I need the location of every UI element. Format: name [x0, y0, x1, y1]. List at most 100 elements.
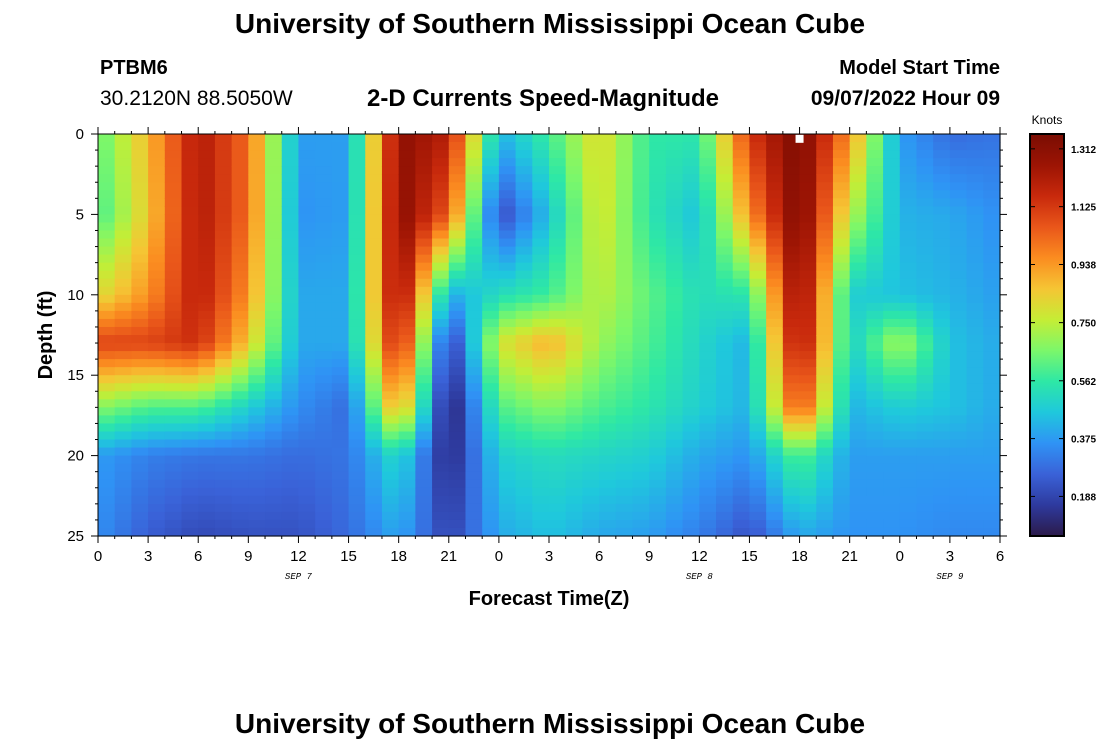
heatmap-cell: [582, 519, 600, 529]
heatmap-cell: [231, 174, 249, 183]
heatmap-cell: [348, 230, 366, 240]
heatmap-cell: [448, 511, 467, 521]
heatmap-cell: [348, 214, 366, 224]
heatmap-cell: [164, 519, 183, 529]
heatmap-cell: [916, 182, 934, 191]
heatmap-cell: [415, 407, 433, 416]
heatmap-cell: [315, 246, 333, 256]
heatmap-cell: [98, 431, 116, 441]
heatmap-cell: [599, 431, 617, 441]
heatmap-cell: [265, 254, 283, 264]
heatmap-cell: [415, 519, 433, 529]
heatmap-cell: [415, 343, 433, 352]
heatmap-cell: [565, 391, 583, 400]
heatmap-cell: [248, 278, 266, 288]
heatmap-cell: [281, 286, 300, 296]
y-axis-label: Depth (ft): [35, 291, 57, 380]
heatmap-cell: [198, 383, 216, 392]
heatmap-cell: [248, 302, 266, 312]
heatmap-cell: [866, 214, 884, 224]
chart-title: University of Southern Mississippi Ocean…: [234, 8, 866, 39]
heatmap-cell: [883, 351, 901, 360]
heatmap-cell: [515, 182, 533, 191]
heatmap-cell: [849, 190, 867, 199]
heatmap-cell: [198, 142, 216, 151]
heatmap-cell: [983, 351, 1001, 360]
heatmap-cell: [315, 222, 333, 232]
heatmap-cell: [649, 222, 667, 232]
heatmap-cell: [231, 294, 249, 304]
heatmap-cell: [766, 431, 784, 441]
heatmap-cell: [198, 471, 216, 481]
heatmap-cell: [665, 206, 684, 215]
heatmap-cell: [866, 166, 884, 175]
heatmap-cell: [348, 479, 366, 489]
heatmap-cell: [816, 222, 834, 232]
heatmap-cell: [365, 206, 383, 215]
heatmap-cell: [699, 238, 717, 248]
heatmap-cell: [515, 206, 533, 215]
heatmap-cell: [599, 142, 617, 151]
heatmap-cell: [281, 222, 300, 232]
heatmap-cell: [498, 302, 517, 312]
heatmap-cell: [532, 487, 550, 497]
heatmap-cell: [498, 519, 517, 529]
heatmap-cell: [799, 270, 817, 280]
heatmap-cell: [549, 335, 567, 344]
heatmap-cell: [749, 222, 767, 232]
heatmap-cell: [632, 326, 650, 336]
heatmap-cell: [849, 310, 867, 320]
heatmap-cell: [866, 375, 884, 384]
heatmap-cell: [432, 463, 450, 473]
heatmap-cell: [148, 286, 166, 296]
heatmap-cell: [632, 278, 650, 288]
heatmap-cell: [782, 407, 801, 416]
heatmap-cell: [716, 246, 734, 256]
heatmap-cell: [515, 166, 533, 175]
heatmap-cell: [665, 294, 684, 304]
heatmap-cell: [933, 150, 951, 159]
heatmap-cell: [432, 278, 450, 288]
heatmap-cell: [933, 174, 951, 183]
heatmap-cell: [832, 447, 851, 457]
heatmap-cell: [381, 463, 400, 473]
heatmap-cell: [432, 375, 450, 384]
heatmap-cell: [565, 431, 583, 441]
heatmap-cell: [949, 431, 968, 441]
heatmap-cell: [632, 455, 650, 465]
heatmap-cell: [983, 375, 1001, 384]
heatmap-cell: [732, 302, 751, 312]
heatmap-cell: [381, 214, 400, 224]
heatmap-cell: [832, 182, 851, 191]
heatmap-cell: [448, 326, 467, 336]
heatmap-cell: [549, 391, 567, 400]
heatmap-cell: [899, 415, 918, 425]
heatmap-cell: [615, 455, 634, 465]
heatmap-cell: [448, 230, 467, 240]
heatmap-cell: [732, 190, 751, 199]
heatmap-cell: [582, 351, 600, 360]
heatmap-cell: [849, 519, 867, 529]
heatmap-cell: [582, 471, 600, 481]
heatmap-cell: [749, 262, 767, 272]
heatmap-cell: [365, 527, 383, 537]
heatmap-cell: [582, 399, 600, 408]
heatmap-cell: [398, 246, 416, 256]
heatmap-cell: [565, 134, 583, 143]
heatmap-cell: [699, 198, 717, 207]
heatmap-cell: [549, 447, 567, 457]
heatmap-cell: [665, 375, 684, 384]
heatmap-cell: [665, 463, 684, 473]
heatmap-cell: [732, 198, 751, 207]
heatmap-cell: [665, 214, 684, 224]
heatmap-cell: [432, 254, 450, 264]
heatmap-cell: [582, 150, 600, 159]
heatmap-cell: [983, 359, 1001, 368]
heatmap-cell: [883, 503, 901, 513]
heatmap-cell: [565, 351, 583, 360]
heatmap-cell: [615, 487, 634, 497]
heatmap-cell: [365, 294, 383, 304]
heatmap-cell: [331, 206, 350, 215]
heatmap-cell: [131, 375, 149, 384]
heatmap-cell: [732, 431, 751, 441]
